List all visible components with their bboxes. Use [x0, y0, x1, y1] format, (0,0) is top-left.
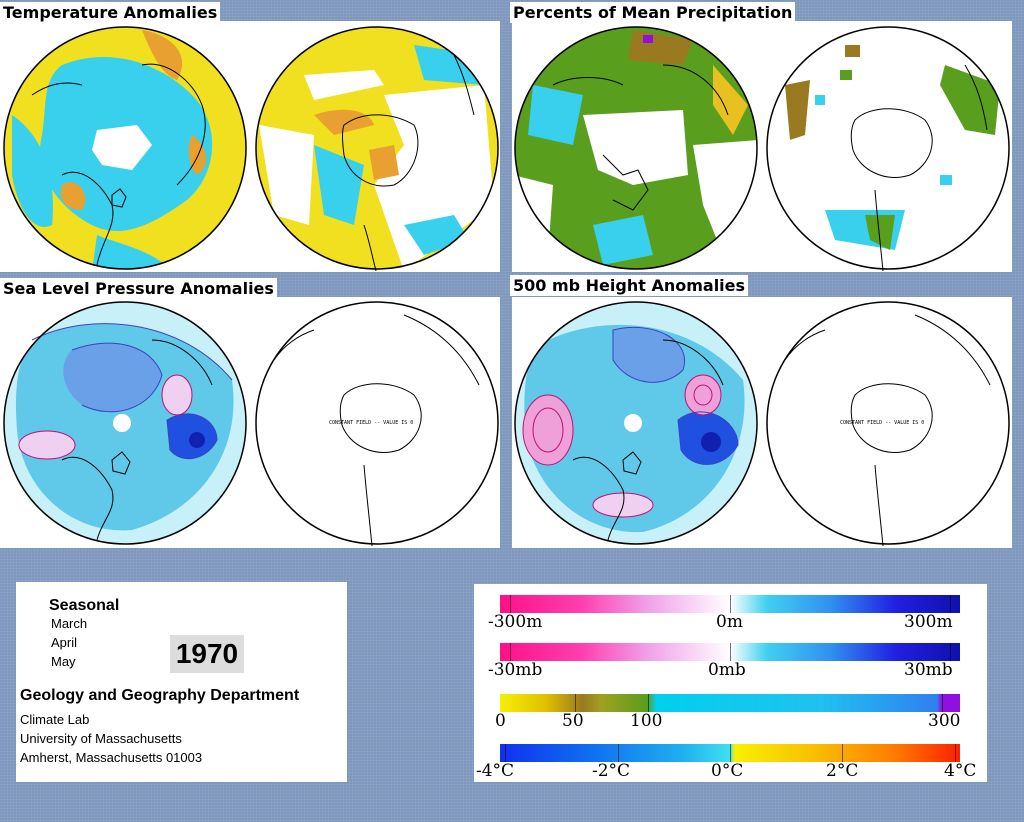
precipitation-north-globe — [514, 26, 758, 270]
height500-north-globe — [514, 301, 758, 545]
slp-title: Sea Level Pressure Anomalies — [0, 278, 277, 299]
temp-label-0: 0°C — [711, 761, 744, 781]
pressure-label-zero: 0mb — [708, 660, 746, 680]
height-label-zero: 0m — [716, 612, 743, 632]
legend-box: -300m 0m 300m -30mb 0mb 30mb 0 50 100 30… — [474, 584, 987, 782]
slp-south-globe: CONSTANT FIELD -- VALUE IS 0 — [254, 300, 500, 546]
pressure-label-min: -30mb — [488, 660, 543, 680]
temperature-title: Temperature Anomalies — [0, 2, 221, 23]
pressure-colorbar — [500, 643, 960, 661]
slp-north-globe — [3, 301, 247, 545]
address: Amherst, Massachusetts 01003 — [20, 750, 203, 765]
year-label: 1970 — [170, 635, 244, 673]
university-name: University of Massachusetts — [20, 731, 182, 746]
precipitation-title: Percents of Mean Precipitation — [510, 2, 796, 23]
height-label-max: 300m — [904, 612, 953, 632]
month-1: March — [51, 616, 88, 631]
month-2: April — [51, 635, 78, 650]
info-box: Seasonal March April May 1970 Geology an… — [16, 582, 347, 782]
temperature-north-globe — [3, 26, 247, 270]
slp-south-note: CONSTANT FIELD -- VALUE IS 0 — [329, 420, 413, 426]
precipitation-south-globe — [766, 26, 1010, 271]
height500-south-note: CONSTANT FIELD -- VALUE IS 0 — [840, 420, 924, 426]
temp-label-m4: -4°C — [476, 761, 515, 781]
period-type: Seasonal — [49, 597, 120, 614]
temp-label-m2: -2°C — [592, 761, 631, 781]
temp-label-2: 2°C — [826, 761, 859, 781]
height-colorbar — [500, 595, 960, 613]
month-3: May — [51, 654, 76, 669]
precip-label-300: 300 — [928, 711, 961, 731]
temp-colorbar — [500, 744, 960, 762]
temp-label-4: 4°C — [944, 761, 977, 781]
height500-title: 500 mb Height Anomalies — [510, 275, 749, 296]
department-name: Geology and Geography Department — [20, 687, 300, 704]
height500-south-globe: CONSTANT FIELD -- VALUE IS 0 — [765, 300, 1011, 546]
precip-label-50: 50 — [562, 711, 584, 731]
pressure-label-max: 30mb — [904, 660, 953, 680]
precip-colorbar — [500, 694, 960, 712]
precip-label-100: 100 — [630, 711, 663, 731]
temperature-south-globe — [255, 26, 499, 271]
precip-label-0: 0 — [495, 711, 506, 731]
height-label-min: -300m — [488, 612, 543, 632]
lab-name: Climate Lab — [20, 712, 90, 727]
